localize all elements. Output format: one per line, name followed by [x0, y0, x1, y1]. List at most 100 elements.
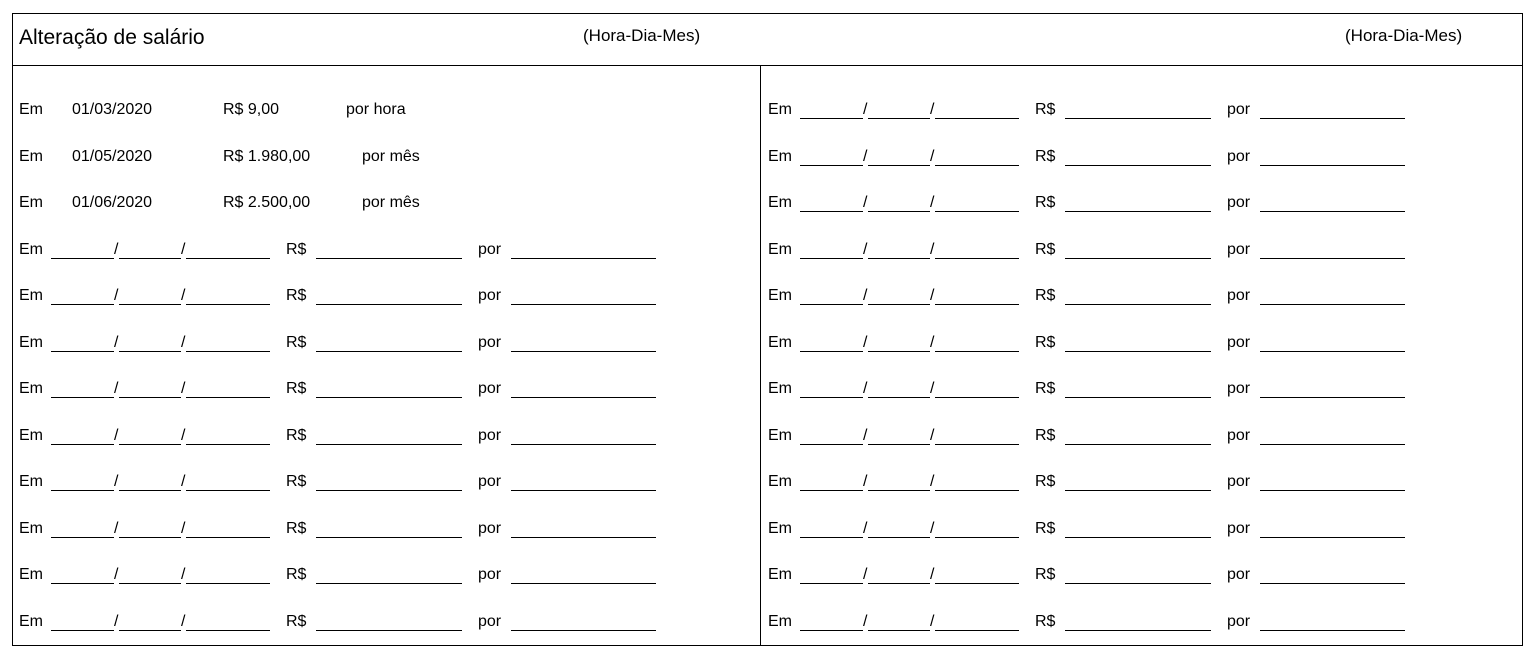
- day-field[interactable]: [800, 257, 863, 259]
- amount-field[interactable]: [1065, 211, 1211, 212]
- year-field[interactable]: [935, 211, 1019, 212]
- period-field[interactable]: [1260, 443, 1405, 445]
- period-field[interactable]: [511, 583, 656, 584]
- year-field[interactable]: [935, 397, 1019, 398]
- day-field[interactable]: [800, 443, 863, 445]
- period-field[interactable]: [511, 490, 656, 491]
- year-field[interactable]: [935, 164, 1019, 166]
- month-field[interactable]: [119, 536, 181, 538]
- month-field[interactable]: [119, 629, 181, 631]
- amount-field[interactable]: [1065, 118, 1211, 119]
- day-field[interactable]: [800, 490, 863, 491]
- day-field[interactable]: [51, 257, 114, 259]
- month-field[interactable]: [119, 350, 181, 352]
- month-field[interactable]: [119, 490, 181, 491]
- amount-field[interactable]: [316, 490, 462, 491]
- period-field[interactable]: [511, 350, 656, 352]
- month-field[interactable]: [868, 536, 930, 538]
- month-field[interactable]: [868, 443, 930, 445]
- day-field[interactable]: [51, 583, 114, 584]
- year-field[interactable]: [186, 490, 270, 491]
- month-field[interactable]: [119, 443, 181, 445]
- amount-field[interactable]: [316, 583, 462, 584]
- year-field[interactable]: [935, 490, 1019, 491]
- year-field[interactable]: [186, 304, 270, 305]
- month-field[interactable]: [868, 397, 930, 398]
- year-field[interactable]: [186, 536, 270, 538]
- year-field[interactable]: [935, 583, 1019, 584]
- month-field[interactable]: [868, 118, 930, 119]
- month-field[interactable]: [868, 164, 930, 166]
- period-field[interactable]: [1260, 164, 1405, 166]
- day-field[interactable]: [51, 629, 114, 631]
- amount-field[interactable]: [1065, 490, 1211, 491]
- month-field[interactable]: [119, 304, 181, 305]
- month-field[interactable]: [868, 583, 930, 584]
- amount-field[interactable]: [1065, 350, 1211, 352]
- period-field[interactable]: [1260, 257, 1405, 259]
- year-field[interactable]: [186, 583, 270, 584]
- day-field[interactable]: [800, 350, 863, 352]
- period-field[interactable]: [511, 536, 656, 538]
- period-field[interactable]: [1260, 118, 1405, 119]
- amount-field[interactable]: [1065, 164, 1211, 166]
- year-field[interactable]: [186, 443, 270, 445]
- day-field[interactable]: [800, 629, 863, 631]
- amount-field[interactable]: [1065, 629, 1211, 631]
- period-field[interactable]: [1260, 490, 1405, 491]
- day-field[interactable]: [800, 583, 863, 584]
- year-field[interactable]: [935, 304, 1019, 305]
- period-field[interactable]: [511, 443, 656, 445]
- amount-field[interactable]: [316, 536, 462, 538]
- month-field[interactable]: [119, 397, 181, 398]
- day-field[interactable]: [51, 536, 114, 538]
- amount-field[interactable]: [316, 350, 462, 352]
- day-field[interactable]: [51, 304, 114, 305]
- year-field[interactable]: [935, 629, 1019, 631]
- day-field[interactable]: [51, 490, 114, 491]
- month-field[interactable]: [868, 350, 930, 352]
- amount-field[interactable]: [1065, 257, 1211, 259]
- amount-field[interactable]: [1065, 443, 1211, 445]
- amount-field[interactable]: [1065, 536, 1211, 538]
- period-field[interactable]: [511, 257, 656, 259]
- day-field[interactable]: [51, 397, 114, 398]
- year-field[interactable]: [186, 629, 270, 631]
- amount-field[interactable]: [316, 629, 462, 631]
- day-field[interactable]: [800, 164, 863, 166]
- amount-field[interactable]: [1065, 583, 1211, 584]
- year-field[interactable]: [935, 257, 1019, 259]
- month-field[interactable]: [868, 629, 930, 631]
- amount-field[interactable]: [1065, 304, 1211, 305]
- month-field[interactable]: [868, 211, 930, 212]
- year-field[interactable]: [186, 257, 270, 259]
- month-field[interactable]: [119, 583, 181, 584]
- amount-field[interactable]: [316, 443, 462, 445]
- year-field[interactable]: [935, 536, 1019, 538]
- period-field[interactable]: [1260, 536, 1405, 538]
- year-field[interactable]: [186, 397, 270, 398]
- amount-field[interactable]: [1065, 397, 1211, 398]
- period-field[interactable]: [1260, 304, 1405, 305]
- day-field[interactable]: [51, 350, 114, 352]
- amount-field[interactable]: [316, 397, 462, 398]
- period-field[interactable]: [511, 397, 656, 398]
- period-field[interactable]: [511, 304, 656, 305]
- amount-field[interactable]: [316, 304, 462, 305]
- day-field[interactable]: [800, 304, 863, 305]
- period-field[interactable]: [1260, 211, 1405, 212]
- month-field[interactable]: [868, 304, 930, 305]
- day-field[interactable]: [800, 397, 863, 398]
- year-field[interactable]: [935, 350, 1019, 352]
- period-field[interactable]: [511, 629, 656, 631]
- day-field[interactable]: [51, 443, 114, 445]
- day-field[interactable]: [800, 118, 863, 119]
- month-field[interactable]: [868, 490, 930, 491]
- year-field[interactable]: [186, 350, 270, 352]
- period-field[interactable]: [1260, 629, 1405, 631]
- period-field[interactable]: [1260, 397, 1405, 398]
- period-field[interactable]: [1260, 350, 1405, 352]
- year-field[interactable]: [935, 443, 1019, 445]
- year-field[interactable]: [935, 118, 1019, 119]
- day-field[interactable]: [800, 211, 863, 212]
